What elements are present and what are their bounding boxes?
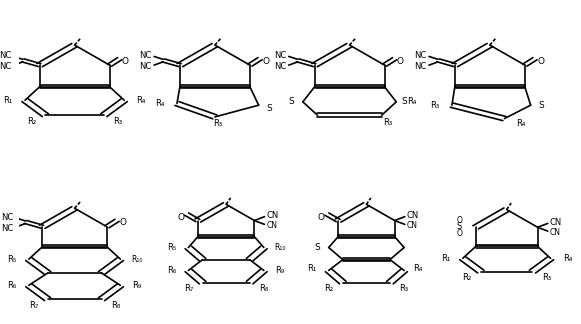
Text: S: S bbox=[456, 222, 461, 231]
Text: NC: NC bbox=[414, 51, 426, 60]
Text: R₁₀: R₁₀ bbox=[131, 255, 143, 264]
Text: O: O bbox=[457, 228, 463, 237]
Text: CN: CN bbox=[267, 221, 278, 230]
Text: NC: NC bbox=[414, 62, 426, 71]
Text: S: S bbox=[266, 104, 272, 113]
Text: R₇: R₇ bbox=[29, 300, 38, 309]
Text: CN: CN bbox=[407, 211, 419, 220]
Text: NC: NC bbox=[1, 224, 13, 233]
Text: NC: NC bbox=[139, 51, 151, 60]
Text: R₂: R₂ bbox=[27, 117, 36, 125]
Text: CN: CN bbox=[407, 221, 418, 230]
Text: R₅: R₅ bbox=[167, 243, 176, 252]
Text: R₄: R₄ bbox=[517, 119, 526, 128]
Text: R₃: R₃ bbox=[399, 284, 408, 293]
Text: S: S bbox=[538, 101, 544, 110]
Text: S: S bbox=[402, 98, 407, 106]
Text: O: O bbox=[122, 57, 129, 66]
Text: O: O bbox=[262, 57, 269, 66]
Text: NC: NC bbox=[0, 62, 11, 71]
Text: R₆: R₆ bbox=[8, 281, 17, 290]
Text: O: O bbox=[457, 216, 463, 225]
Text: O: O bbox=[397, 57, 404, 66]
Text: R₁: R₁ bbox=[3, 96, 13, 105]
Text: R₄: R₄ bbox=[156, 99, 165, 108]
Text: R₄: R₄ bbox=[407, 98, 417, 106]
Text: R₃: R₃ bbox=[113, 117, 123, 125]
Text: CN: CN bbox=[266, 211, 278, 220]
Text: R₁₀: R₁₀ bbox=[274, 243, 285, 252]
Text: O: O bbox=[119, 218, 126, 227]
Text: R₃: R₃ bbox=[542, 273, 551, 282]
Text: O: O bbox=[537, 57, 544, 66]
Text: CN: CN bbox=[550, 227, 561, 237]
Text: R₄: R₄ bbox=[414, 264, 423, 273]
Text: R₄: R₄ bbox=[137, 96, 146, 105]
Text: R₉: R₉ bbox=[132, 281, 142, 290]
Text: CN: CN bbox=[550, 218, 562, 227]
Text: R₃: R₃ bbox=[383, 118, 392, 127]
Text: R₄: R₄ bbox=[562, 254, 572, 263]
Text: S: S bbox=[289, 98, 295, 106]
Text: O: O bbox=[318, 213, 325, 222]
Text: S: S bbox=[314, 243, 320, 252]
Text: R₁: R₁ bbox=[307, 264, 317, 273]
Text: NC: NC bbox=[1, 213, 13, 222]
Text: NC: NC bbox=[139, 62, 151, 71]
Text: R₉: R₉ bbox=[275, 266, 284, 275]
Text: R₈: R₈ bbox=[111, 300, 120, 309]
Text: R₈: R₈ bbox=[259, 284, 268, 293]
Text: NC: NC bbox=[274, 62, 286, 71]
Text: R₁: R₁ bbox=[442, 254, 451, 263]
Text: R₆: R₆ bbox=[167, 266, 176, 275]
Text: R₅: R₅ bbox=[8, 255, 17, 264]
Text: O: O bbox=[178, 213, 185, 222]
Text: R₂: R₂ bbox=[462, 273, 471, 282]
Text: R₇: R₇ bbox=[184, 284, 193, 293]
Text: R₂: R₂ bbox=[324, 284, 333, 293]
Text: R₃: R₃ bbox=[213, 120, 223, 129]
Text: NC: NC bbox=[0, 51, 11, 60]
Text: NC: NC bbox=[274, 51, 286, 60]
Text: R₃: R₃ bbox=[431, 101, 440, 110]
